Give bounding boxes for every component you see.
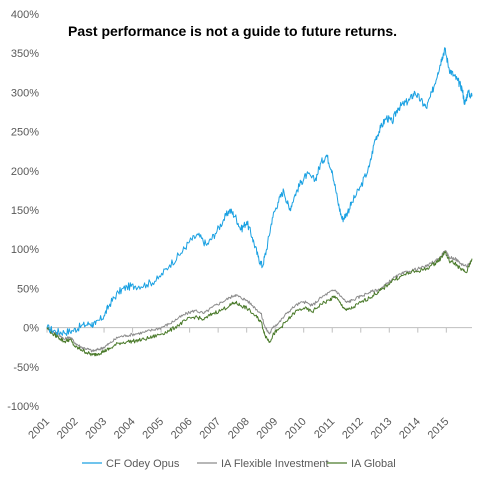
series-line-ia-flexible-investment [46, 250, 473, 353]
x-tick-label: 2006 [169, 416, 195, 442]
y-tick-label: 150% [11, 205, 39, 217]
chart-title: Past performance is not a guide to futur… [68, 23, 397, 39]
y-tick-label: -50% [13, 362, 39, 374]
y-tick-label: 250% [11, 127, 39, 139]
x-tick-label: 2007 [197, 416, 223, 442]
series-line-ia-global [46, 251, 473, 357]
y-tick-label: 0% [23, 323, 39, 335]
y-tick-label: 100% [11, 244, 39, 256]
x-tick-label: 2014 [397, 416, 423, 442]
x-tick-label: 2013 [369, 416, 395, 442]
legend-label: IA Global [351, 458, 396, 470]
series-line-cf-odey-opus [46, 47, 473, 336]
legend: CF Odey Opus IA Flexible Investment IA Glo… [82, 458, 396, 470]
y-axis: -100% -50% 0% 50% 100% 150% 200% 250% 300% 350% 40… [7, 9, 39, 413]
x-axis: 2001 2002 2003 2004 2005 2006 2007 2008 2009 2010… [26, 327, 472, 442]
legend-label: CF Odey Opus [106, 458, 180, 470]
y-tick-label: -100% [7, 401, 39, 413]
y-tick-label: 50% [17, 283, 39, 295]
x-tick-label: 2004 [112, 416, 138, 442]
x-tick-label: 2005 [140, 416, 166, 442]
legend-label: IA Flexible Investment [221, 458, 329, 470]
x-tick-label: 2003 [83, 416, 109, 442]
x-tick-label: 2015 [426, 416, 452, 442]
y-tick-label: 350% [11, 48, 39, 60]
x-tick-label: 2001 [26, 416, 52, 442]
x-tick-label: 2011 [312, 416, 337, 441]
x-tick-label: 2008 [226, 416, 252, 442]
x-tick-label: 2002 [55, 416, 81, 442]
x-tick-label: 2009 [255, 416, 281, 442]
series-layer [46, 47, 473, 357]
y-tick-label: 400% [11, 9, 39, 21]
x-tick-label: 2012 [340, 416, 366, 442]
y-tick-label: 200% [11, 166, 39, 178]
x-tick-label: 2010 [283, 416, 309, 442]
y-tick-label: 300% [11, 87, 39, 99]
